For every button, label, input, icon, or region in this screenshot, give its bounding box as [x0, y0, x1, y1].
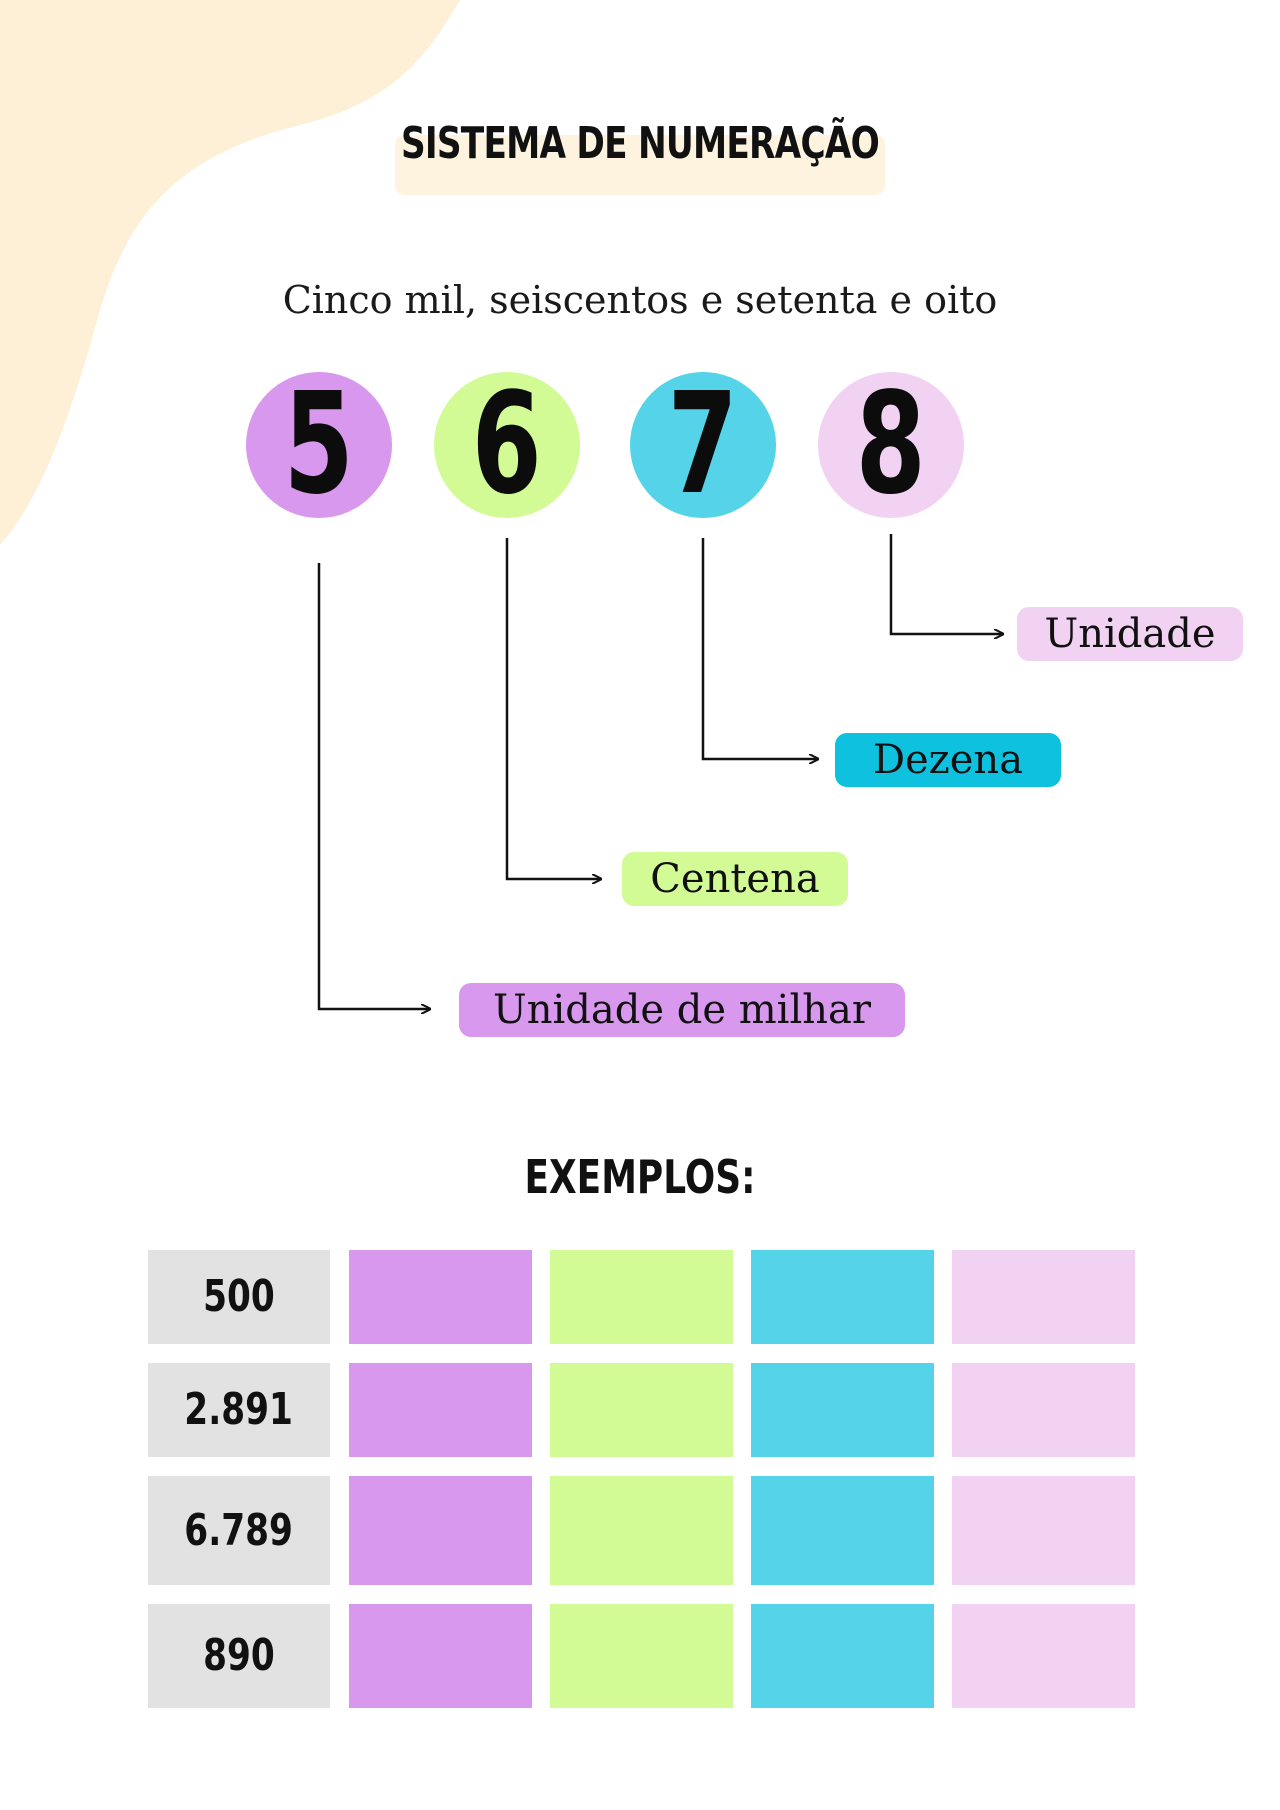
- cell-milhar[interactable]: [349, 1363, 532, 1457]
- cell-unidade[interactable]: [952, 1250, 1135, 1344]
- digit-dezena-text: 7: [667, 363, 739, 526]
- cell-unidade[interactable]: [952, 1476, 1135, 1585]
- cell-dezena[interactable]: [751, 1476, 934, 1585]
- digit-dezena: 7: [630, 372, 776, 518]
- label-dezena: Dezena: [835, 733, 1061, 787]
- cell-dezena[interactable]: [751, 1604, 934, 1708]
- digit-milhar: 5: [246, 372, 392, 518]
- examples-title: EXEMPLOS:: [524, 1150, 756, 1204]
- example-number: 2.891: [148, 1363, 330, 1457]
- cell-dezena[interactable]: [751, 1363, 934, 1457]
- digit-milhar-text: 5: [283, 363, 355, 526]
- label-unidade-de-milhar: Unidade de milhar: [459, 983, 905, 1037]
- cell-centena[interactable]: [550, 1476, 733, 1585]
- number-in-words: Cinco mil, seiscentos e setenta e oito: [282, 278, 998, 322]
- connector-dezena: [701, 538, 818, 759]
- title-highlight: [395, 135, 885, 195]
- example-number: 6.789: [148, 1476, 330, 1585]
- digit-centena-text: 6: [471, 363, 543, 526]
- label-unidade: Unidade: [1017, 607, 1243, 661]
- cell-milhar[interactable]: [349, 1250, 532, 1344]
- cell-centena[interactable]: [550, 1363, 733, 1457]
- example-number: 890: [148, 1604, 330, 1708]
- connector-centena: [505, 538, 601, 879]
- connector-unidade: [889, 534, 1003, 634]
- cell-dezena[interactable]: [751, 1250, 934, 1344]
- cell-unidade[interactable]: [952, 1363, 1135, 1457]
- cell-centena[interactable]: [550, 1250, 733, 1344]
- place-value-connectors: [317, 534, 1280, 1100]
- cell-milhar[interactable]: [349, 1604, 532, 1708]
- digit-unidade-text: 8: [855, 363, 927, 526]
- example-number: 500: [148, 1250, 330, 1344]
- cell-centena[interactable]: [550, 1604, 733, 1708]
- connector-milhar: [317, 563, 430, 1009]
- cell-unidade[interactable]: [952, 1604, 1135, 1708]
- digit-centena: 6: [434, 372, 580, 518]
- label-centena: Centena: [622, 852, 848, 906]
- cell-milhar[interactable]: [349, 1476, 532, 1585]
- decorative-blob: [0, 0, 460, 545]
- page-title: SISTEMA DE NUMERAÇÃO: [400, 118, 880, 169]
- digit-unidade: 8: [818, 372, 964, 518]
